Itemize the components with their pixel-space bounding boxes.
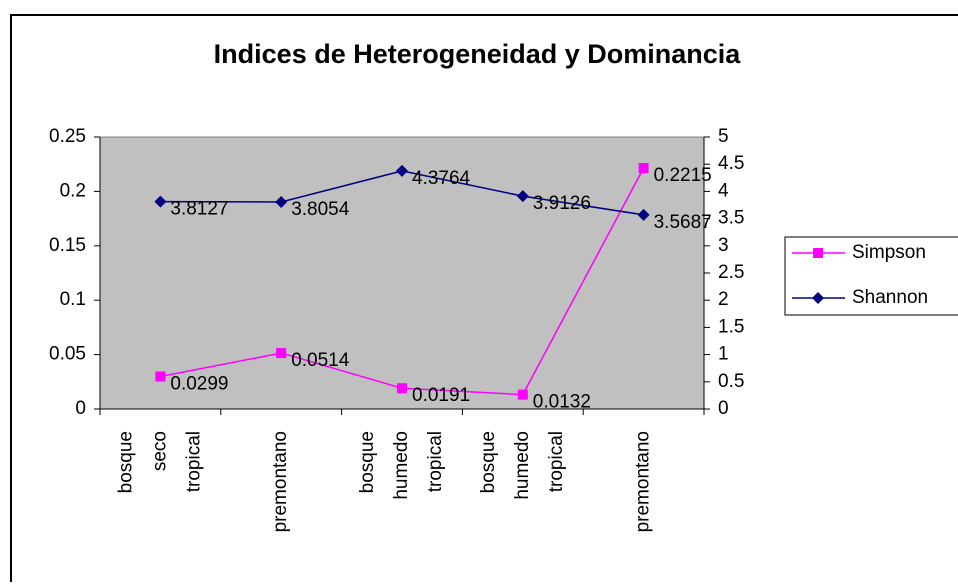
- y2-tick-label: 2.5: [718, 262, 744, 283]
- y-tick-label: 0.05: [49, 344, 86, 365]
- x-tick-label-line: tropical: [425, 431, 446, 492]
- marker: [517, 389, 528, 400]
- y2-tick-label: 4.5: [718, 153, 744, 174]
- legend-box: [784, 236, 958, 316]
- y-tick-label: 0.2: [60, 180, 86, 201]
- y2-tick-label: 2: [718, 289, 729, 310]
- y-tick-label: 0: [75, 398, 86, 419]
- x-tick-label: premontano: [270, 431, 291, 532]
- y2-tick-label: 1: [718, 344, 729, 365]
- y2-tick-label: 0.5: [718, 371, 744, 392]
- marker: [276, 348, 287, 359]
- x-tick-label-line: bosque: [478, 431, 499, 493]
- marker: [397, 383, 407, 394]
- x-tick-label: bosque humedo tropical: [478, 431, 567, 500]
- data-label: 3.5687: [654, 212, 712, 233]
- marker: [396, 164, 408, 177]
- marker: [637, 208, 650, 221]
- y-tick-label: 0.1: [60, 289, 86, 310]
- x-tick-label-line: premontano: [270, 431, 291, 532]
- data-label: 3.8054: [291, 199, 350, 220]
- y2-tick-label: 5: [718, 126, 729, 147]
- data-label: 4.3764: [412, 168, 471, 189]
- marker: [813, 248, 823, 258]
- data-label: 0.0191: [412, 385, 470, 406]
- y-tick-label: 0.25: [49, 126, 86, 147]
- chart-title: Indices de Heterogeneidad y Dominancia: [214, 39, 742, 69]
- x-tick-label-line: tropical: [546, 431, 567, 492]
- data-label: 0.0299: [170, 373, 228, 394]
- marker: [155, 371, 166, 382]
- plot-area: [99, 136, 705, 410]
- x-tick-label-line: bosque: [115, 431, 136, 493]
- x-tick-label-line: premontano: [633, 431, 654, 532]
- y2-tick-label: 0: [718, 398, 729, 419]
- y-tick-label: 0.15: [49, 235, 86, 256]
- data-label: 3.8127: [170, 199, 228, 220]
- x-tick-label-line: bosque: [357, 431, 378, 493]
- marker: [154, 195, 167, 208]
- legend-label: Simpson: [852, 242, 926, 263]
- data-label: 3.9126: [533, 193, 591, 214]
- x-tick-label: bosque humedo tropical: [357, 431, 446, 500]
- marker: [516, 190, 529, 203]
- data-label: 0.2215: [654, 165, 712, 186]
- x-tick-label-line: seco: [149, 431, 170, 471]
- y2-tick-label: 4: [718, 180, 729, 201]
- marker: [275, 195, 288, 208]
- marker: [812, 292, 824, 304]
- y2-tick-label: 3: [718, 235, 729, 256]
- x-tick-label: premontano: [633, 431, 654, 532]
- x-tick-label-line: tropical: [183, 431, 204, 492]
- data-label: 0.0132: [533, 392, 591, 413]
- x-tick-label-line: humedo: [391, 431, 412, 500]
- legend-label: Shannon: [852, 287, 928, 308]
- marker: [638, 163, 649, 174]
- x-tick-label-line: humedo: [512, 431, 533, 500]
- y2-tick-label: 1.5: [718, 316, 744, 337]
- data-label: 0.0514: [291, 350, 350, 371]
- y2-tick-label: 3.5: [718, 208, 744, 229]
- x-tick-label: bosque seco tropical: [115, 431, 204, 493]
